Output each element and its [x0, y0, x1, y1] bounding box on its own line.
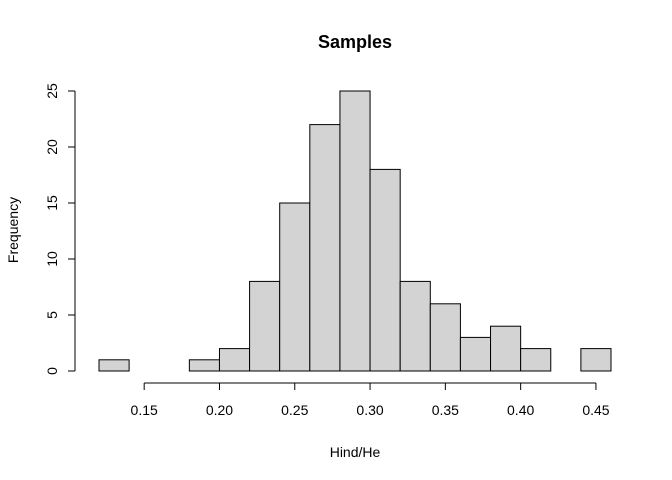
histogram-bar [339, 90, 371, 372]
y-axis-tick-label: 20 [44, 139, 60, 155]
x-axis: 0.15 0.20 0.25 0.30 0.35 0.40 0.45 [131, 382, 610, 418]
histogram-bar [580, 348, 612, 372]
x-axis-tick-label: 0.25 [281, 402, 308, 418]
y-axis-label: Frequency [5, 197, 21, 263]
x-axis-tick-label: 0.35 [432, 402, 459, 418]
histogram-bar [218, 348, 251, 372]
histogram-bar [429, 303, 461, 372]
histogram-bar [188, 359, 220, 372]
x-axis-tick-label: 0.45 [582, 402, 609, 418]
y-axis: 0 5 10 15 20 25 [44, 83, 76, 375]
x-axis-tick-label: 0.20 [206, 402, 233, 418]
y-axis-tick-label: 25 [44, 83, 60, 99]
bars-layer [98, 90, 612, 372]
histogram-bar [369, 168, 401, 372]
histogram-bar [249, 280, 281, 372]
histogram-bar [459, 336, 492, 372]
histogram-bar [98, 359, 130, 372]
y-axis-tick-label: 0 [44, 367, 60, 375]
histogram-bar [279, 202, 311, 372]
x-axis-tick-label: 0.15 [131, 402, 158, 418]
histogram-bar [399, 280, 431, 372]
y-axis-tick-label: 10 [44, 251, 60, 267]
x-axis-tick-label: 0.30 [356, 402, 383, 418]
x-axis-label: Hind/He [330, 444, 381, 460]
y-axis-tick-label: 5 [44, 311, 60, 319]
x-axis-tick-label: 0.40 [507, 402, 534, 418]
chart-title: Samples [318, 32, 392, 52]
histogram-bar [490, 325, 522, 372]
histogram-bar [520, 348, 552, 372]
y-axis-tick-label: 15 [44, 195, 60, 211]
histogram-bar [309, 124, 341, 372]
